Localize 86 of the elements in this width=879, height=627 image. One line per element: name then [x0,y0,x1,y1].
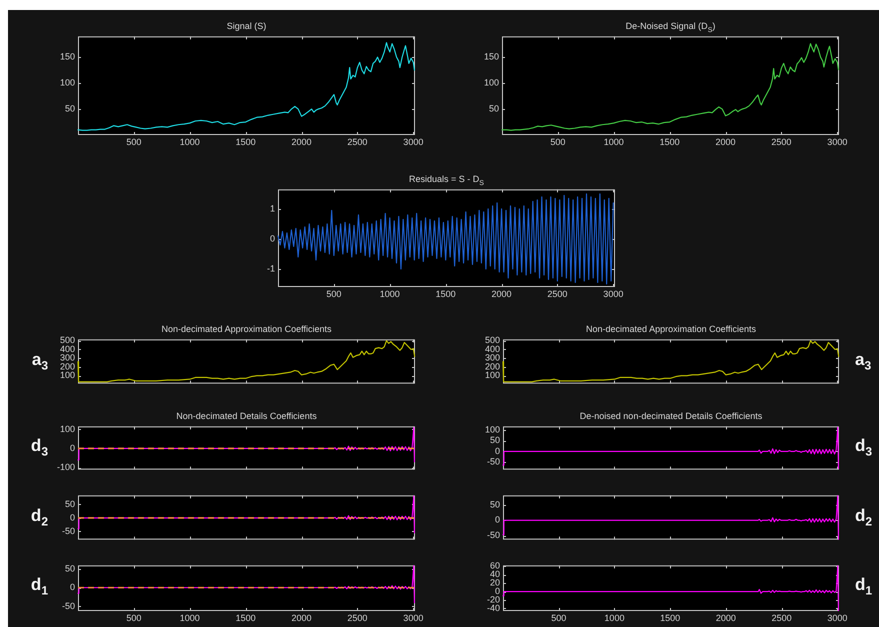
x-tick-label: 1500 [660,136,680,147]
x-tick-label: 1000 [180,136,200,147]
chart-title: Non-decimated Approximation Coefficients [585,324,757,335]
y-axis-title: d$_{3}$ [30,436,48,460]
x-tick-label: 1000 [380,288,400,299]
y-tick-label: 100 [484,78,499,88]
y-tick-label: 0 [494,586,500,596]
y-axis-title: d$_{1}$ [855,575,872,600]
y-tick-label: 400 [60,344,75,354]
y-tick-label: 50 [64,498,75,509]
x-tick-label: 3000 [403,136,424,147]
y-axis-title: d$_{2}$ [855,506,872,530]
chart-title: De-noised non-decimated Details Coefficients [578,411,764,422]
x-tick-label: 1000 [604,136,624,147]
y-tick-label: 50 [490,435,500,446]
y-tick-label: 100 [484,370,500,380]
y-axis-title: a$_{3}$ [32,350,48,374]
y-tick-label: 200 [60,361,75,372]
chart-title: Non-decimated Details Coefficients [175,411,318,422]
y-tick-label: -50 [486,530,500,540]
y-axis-title: d$_{2}$ [30,506,48,530]
y-tick-label: 20 [490,578,500,588]
y-tick-label: 300 [60,352,75,363]
x-tick-label: 500 [126,612,142,623]
x-tick-label: 3000 [403,612,424,623]
x-tick-label: 2500 [347,136,368,147]
y-tick-label: 400 [484,344,500,354]
x-tick-label: 2000 [492,288,512,299]
y-tick-label: 100 [60,424,75,434]
x-tick-label: 2000 [292,136,312,147]
x-tick-label: 2000 [716,612,736,623]
y-tick-label: 50 [64,563,75,574]
x-tick-label: 3000 [827,612,848,623]
x-tick-label: 500 [326,288,342,299]
x-tick-label: 1500 [436,288,456,299]
y-tick-label: -50 [62,526,75,536]
y-axis-title: a$_{3}$ [855,350,872,374]
x-tick-label: 2500 [771,136,792,147]
y-axis-title: d$_{3}$ [855,436,872,460]
y-tick-label: 500 [60,335,75,346]
y-tick-label: 300 [484,352,500,363]
y-tick-label: 0 [494,514,500,525]
x-tick-label: 1500 [236,136,256,147]
y-tick-label: 50 [64,104,75,114]
y-tick-label: -40 [486,602,500,613]
y-tick-label: 50 [488,104,499,114]
x-tick-label: 500 [550,136,566,147]
x-tick-label: 1500 [236,612,256,623]
x-tick-label: 2500 [347,612,368,623]
y-tick-label: 40 [490,569,500,580]
y-tick-label: 0 [70,512,75,522]
chart-title: Signal (S) [226,21,268,32]
y-tick-label: 0 [70,582,75,592]
y-tick-label: 0 [270,233,275,244]
x-tick-label: 500 [126,136,142,147]
y-tick-label: -50 [486,456,500,467]
x-tick-label: 2000 [292,612,312,623]
y-tick-label: 50 [490,499,500,510]
y-tick-label: -20 [486,594,500,605]
y-tick-label: 150 [60,52,75,62]
chart-title: Residuals = S - D$_{S}$ [408,174,485,189]
chart-title: De-Noised Signal (D$_{S}$) [624,21,716,36]
x-tick-label: 1000 [604,612,624,623]
y-tick-label: 0 [70,442,75,453]
y-tick-label: 100 [60,78,75,88]
y-axis-title: d$_{1}$ [30,575,48,600]
y-tick-label: -1 [266,263,275,274]
y-tick-label: 500 [484,335,500,346]
y-tick-label: 100 [484,424,500,435]
x-tick-label: 3000 [827,136,848,147]
y-tick-label: 150 [484,52,499,62]
y-tick-label: 100 [60,370,75,380]
y-tick-label: -100 [56,462,75,472]
x-tick-label: 1000 [180,612,200,623]
x-tick-label: 2500 [547,288,568,299]
x-tick-label: 2000 [716,136,736,147]
x-tick-label: 2500 [772,612,792,623]
y-tick-label: 60 [490,560,500,571]
y-tick-label: 0 [494,446,500,456]
x-tick-label: 500 [551,612,566,623]
y-tick-label: -50 [62,600,75,611]
x-tick-label: 1500 [660,612,680,623]
y-tick-label: 1 [270,203,275,214]
chart-title: Non-decimated Approximation Coefficients [160,324,332,335]
x-tick-label: 3000 [603,288,624,299]
y-tick-label: 200 [484,361,500,372]
